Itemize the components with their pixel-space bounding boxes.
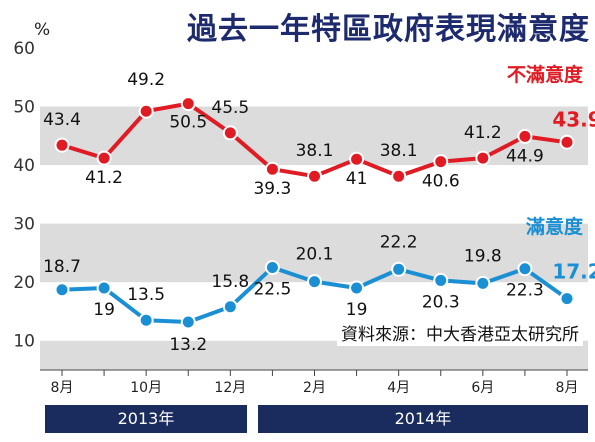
data-point (433, 154, 449, 170)
data-point (391, 168, 407, 184)
data-point (307, 168, 322, 184)
data-point (54, 282, 70, 298)
data-label: 45.5 (211, 98, 249, 118)
data-point (391, 261, 407, 277)
data-label: 50.5 (169, 113, 207, 133)
data-point (264, 260, 280, 276)
data-label: 13.2 (169, 335, 207, 355)
data-label: 49.2 (127, 70, 165, 90)
data-label: 20.3 (422, 292, 460, 312)
x-tick-label: 2月 (303, 380, 326, 396)
data-point (559, 134, 575, 150)
data-label: 15.8 (211, 272, 249, 292)
data-point (138, 312, 154, 328)
y-tick-label: 50 (13, 98, 35, 118)
data-point (138, 103, 154, 119)
data-point (222, 125, 238, 141)
y-tick-label: 40 (13, 156, 35, 176)
data-label: 13.5 (127, 285, 165, 305)
source-note: 資料來源：中大香港亞太研究所 (337, 319, 583, 346)
data-label: 19 (346, 300, 368, 320)
data-label: 19.8 (464, 246, 502, 266)
data-label: 43.4 (43, 110, 81, 130)
data-point (517, 128, 533, 144)
data-label: 17.2 (552, 260, 595, 284)
data-label: 44.9 (506, 146, 544, 166)
y-axis-unit: % (34, 20, 51, 40)
data-label: 18.7 (43, 257, 81, 277)
data-point (180, 96, 196, 112)
y-tick-label: 30 (13, 215, 35, 235)
year-label-2013: 2013年 (45, 405, 247, 433)
data-label: 22.2 (380, 232, 418, 252)
data-point (96, 150, 112, 166)
data-label: 43.9 (552, 107, 595, 131)
x-tick-label: 8月 (51, 380, 74, 396)
data-point (264, 161, 280, 177)
data-point (517, 261, 533, 277)
data-label: 41.2 (464, 123, 502, 143)
data-point (475, 150, 491, 166)
data-point (222, 299, 238, 315)
x-tick-label: 4月 (387, 380, 410, 396)
legend-dissatisfied: 不滿意度 (506, 64, 583, 86)
chart-title: 過去一年特區政府表現滿意度 (187, 12, 590, 47)
year-label-2014: 2014年 (258, 405, 588, 433)
data-point (475, 275, 491, 291)
grid-band (40, 48, 588, 107)
x-tick-label: 6月 (471, 380, 494, 396)
data-point (559, 291, 575, 307)
data-label: 20.1 (296, 245, 334, 265)
data-label: 38.1 (296, 141, 334, 161)
data-point (180, 314, 196, 330)
data-point (307, 274, 322, 290)
y-tick-label: 60 (13, 39, 35, 59)
data-label: 41 (346, 169, 368, 189)
data-label: 39.3 (253, 179, 291, 199)
data-point (54, 137, 70, 153)
legend-satisfied: 滿意度 (525, 216, 583, 238)
x-tick-label: 10月 (130, 380, 162, 396)
y-tick-label: 20 (13, 273, 35, 293)
data-point (349, 280, 365, 296)
data-label: 22.3 (506, 281, 544, 301)
x-tick-label: 8月 (556, 380, 579, 396)
data-point (96, 280, 112, 296)
data-label: 40.6 (422, 172, 460, 192)
x-tick-label: 12月 (214, 380, 246, 396)
data-label: 38.1 (380, 141, 418, 161)
data-point (433, 272, 449, 288)
data-label: 22.5 (253, 280, 291, 300)
data-label: 19 (93, 300, 115, 320)
data-point (349, 151, 365, 167)
data-label: 41.2 (85, 168, 123, 188)
y-tick-label: 10 (13, 332, 35, 352)
